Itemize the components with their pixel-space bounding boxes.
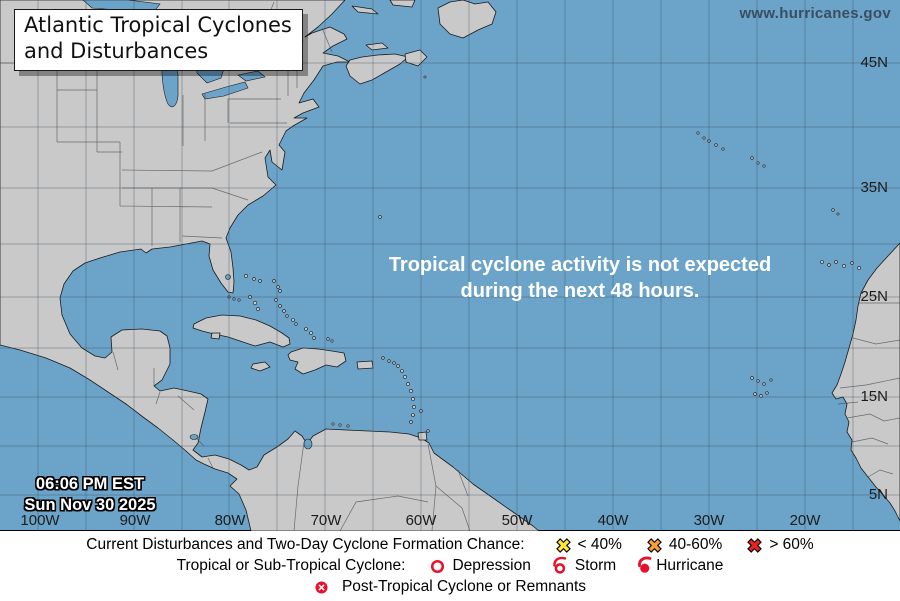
post-tropical-icon bbox=[314, 580, 329, 595]
map: Atlantic Tropical Cyclones and Disturban… bbox=[0, 0, 900, 531]
lon-label: 30W bbox=[693, 512, 725, 529]
lon-label: 90W bbox=[119, 512, 151, 529]
legend-row-post-tropical: Post-Tropical Cyclone or Remnants bbox=[0, 577, 900, 597]
post-tropical-label: Post-Tropical Cyclone or Remnants bbox=[341, 578, 587, 595]
hurricane-icon bbox=[634, 556, 654, 577]
latam-borders bbox=[112, 351, 471, 531]
x-red-icon bbox=[746, 537, 763, 554]
outlook-message-line2: during the next 48 hours. bbox=[460, 280, 700, 303]
legend-item-storm: Storm bbox=[549, 556, 616, 577]
depression-icon bbox=[429, 558, 446, 575]
issuance-date: Sun Nov 30 2025 bbox=[24, 496, 156, 515]
lat-label: 5N bbox=[868, 486, 888, 503]
legend-item-lt40: < 40% bbox=[555, 536, 622, 554]
map-title-line2: and Disturbances bbox=[24, 38, 209, 63]
lon-label: 100W bbox=[20, 512, 60, 529]
land-anticosti bbox=[351, 5, 379, 15]
gt60-label: > 60% bbox=[769, 536, 814, 553]
cyclone-caption: Tropical or Sub-Tropical Cyclone: bbox=[176, 557, 406, 574]
outlook-message: Tropical cyclone activity is not expecte… bbox=[340, 252, 820, 305]
legend-item-post-tropical: Post-Tropical Cyclone or Remnants bbox=[314, 578, 586, 596]
legend-row-disturbances: Current Disturbances and Two-Day Cyclone… bbox=[0, 535, 900, 555]
lon-label: 70W bbox=[310, 512, 342, 529]
africa-borders bbox=[837, 302, 900, 478]
land-pei bbox=[365, 42, 389, 51]
graticule bbox=[0, 0, 900, 531]
lon-label: 80W bbox=[214, 512, 246, 529]
issuance-time: 06:06 PM EST bbox=[35, 475, 145, 493]
lon-label: 60W bbox=[405, 512, 437, 529]
lat-label: 45N bbox=[860, 54, 888, 71]
lt40-label: < 40% bbox=[577, 536, 622, 553]
legend-item-gt60: > 60% bbox=[746, 536, 814, 554]
land-cuba bbox=[192, 314, 291, 348]
map-title: Atlantic Tropical Cyclones and Disturban… bbox=[14, 9, 303, 72]
land-nova-scotia bbox=[345, 53, 409, 85]
map-title-line1: Atlantic Tropical Cyclones bbox=[24, 13, 292, 37]
storm-label: Storm bbox=[574, 557, 617, 574]
lon-label: 40W bbox=[597, 512, 629, 529]
land-cape-breton bbox=[404, 49, 428, 67]
lat-label: 15N bbox=[860, 388, 888, 405]
legend-item-40-60: 40-60% bbox=[646, 536, 722, 554]
land-africa bbox=[831, 242, 900, 522]
land-jamaica bbox=[250, 361, 271, 372]
issuance-timestamp: 06:06 PM EST Sun Nov 30 2025 bbox=[22, 474, 158, 516]
outlook-message-line1: Tropical cyclone activity is not expecte… bbox=[388, 254, 772, 276]
lat-label: 35N bbox=[860, 179, 888, 196]
small-islands bbox=[227, 75, 861, 433]
legend: Current Disturbances and Two-Day Cyclone… bbox=[0, 532, 900, 601]
x-yellow-icon bbox=[555, 537, 572, 554]
mid-label: 40-60% bbox=[668, 536, 723, 553]
legend-row-cyclones: Tropical or Sub-Tropical Cyclone: Depres… bbox=[0, 556, 900, 576]
land-quebec-north-shore bbox=[389, 0, 416, 8]
lat-label: 25N bbox=[860, 288, 888, 305]
disturbance-caption: Current Disturbances and Two-Day Cyclone… bbox=[86, 536, 525, 553]
site-url: www.hurricanes.gov bbox=[739, 5, 891, 22]
lon-label: 20W bbox=[789, 512, 821, 529]
land-isla-juventud bbox=[210, 332, 221, 340]
hurricane-label: Hurricane bbox=[656, 557, 724, 574]
land-trinidad bbox=[417, 431, 428, 441]
land-hispaniola bbox=[287, 347, 347, 375]
atlantic-map-svg bbox=[0, 0, 900, 531]
land-americas bbox=[0, 0, 540, 531]
legend-item-hurricane: Hurricane bbox=[634, 556, 723, 577]
tropical-storm-icon bbox=[549, 556, 569, 577]
legend-item-depression: Depression bbox=[429, 557, 531, 575]
land-newfoundland bbox=[437, 0, 497, 39]
depression-label: Depression bbox=[452, 557, 531, 574]
lon-label: 50W bbox=[501, 512, 533, 529]
land-puerto-rico bbox=[356, 360, 374, 370]
x-orange-icon bbox=[646, 537, 663, 554]
